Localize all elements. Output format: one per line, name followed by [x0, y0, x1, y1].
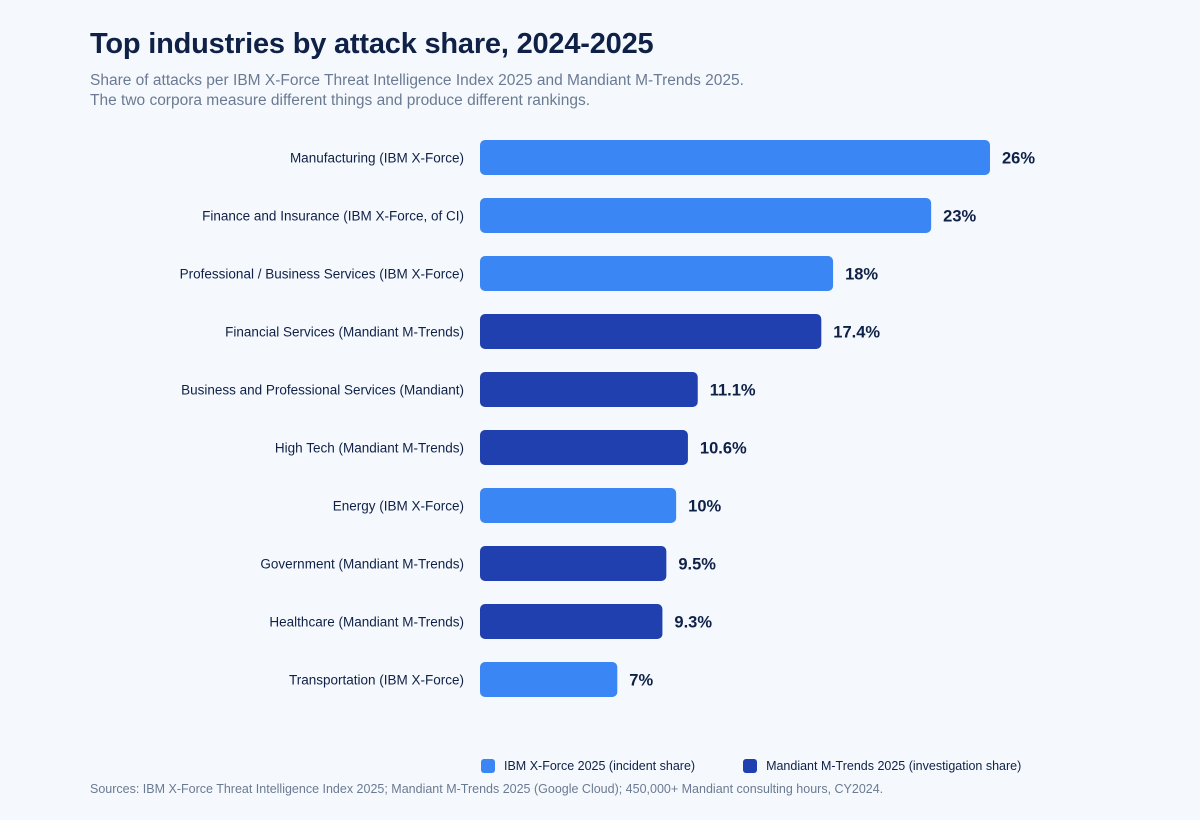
bar-business-and-professional-services-mandiant — [480, 372, 698, 407]
value-label-manufacturing-ibm-x-force: 26% — [1002, 150, 1035, 168]
value-label-government-mandiant-m-trends: 9.5% — [678, 556, 716, 574]
legend-swatch-mandiant — [743, 759, 758, 773]
bar-government-mandiant-m-trends — [480, 546, 667, 581]
category-label-financial-services-mandiant-m-trends: Financial Services (Mandiant M-Trends) — [225, 325, 464, 340]
category-label-business-and-professional-services-mandiant: Business and Professional Services (Mand… — [181, 383, 464, 398]
bar-manufacturing-ibm-x-force — [480, 140, 990, 175]
bar-group-financial-services-mandiant-m-trends: Financial Services (Mandiant M-Trends) 17… — [225, 314, 880, 349]
bar-transportation-ibm-x-force — [480, 662, 618, 697]
value-label-transportation-ibm-x-force: 7% — [629, 672, 653, 690]
subtitle-line-2: The two corpora measure different things… — [90, 92, 591, 109]
legend-label-ibm: IBM X-Force 2025 (incident share) — [504, 759, 696, 773]
bar-group-business-and-professional-services-mandiant: Business and Professional Services (Mand… — [181, 372, 756, 407]
category-label-transportation-ibm-x-force: Transportation (IBM X-Force) — [289, 673, 464, 688]
value-label-financial-services-mandiant-m-trends: 17.4% — [833, 324, 880, 342]
bar-professional-business-services-ibm-x-force — [480, 256, 834, 291]
chart-legend: IBM X-Force 2025 (incident share) Mandia… — [481, 759, 1069, 773]
bar-healthcare-mandiant-m-trends — [480, 604, 663, 639]
chart-title: Top industries by attack share, 2024-202… — [90, 28, 654, 60]
value-label-finance-and-insurance-ibm-x-force-of-ci: 23% — [943, 208, 976, 226]
bar-group-manufacturing-ibm-x-force: Manufacturing (IBM X-Force) 26% — [290, 140, 1035, 175]
category-label-finance-and-insurance-ibm-x-force-of-ci: Finance and Insurance (IBM X-Force, of C… — [202, 209, 464, 224]
source-note: Sources: IBM X-Force Threat Intelligence… — [90, 782, 884, 796]
bar-group-energy-ibm-x-force: Energy (IBM X-Force) 10% — [333, 488, 722, 523]
category-label-government-mandiant-m-trends: Government (Mandiant M-Trends) — [260, 557, 464, 572]
bar-chart: Manufacturing (IBM X-Force) 26% Finance an… — [180, 140, 1035, 697]
value-label-high-tech-mandiant-m-trends: 10.6% — [700, 440, 747, 458]
bar-high-tech-mandiant-m-trends — [480, 430, 688, 465]
bar-group-transportation-ibm-x-force: Transportation (IBM X-Force) 7% — [289, 662, 653, 697]
bar-group-high-tech-mandiant-m-trends: High Tech (Mandiant M-Trends) 10.6% — [275, 430, 747, 465]
bar-finance-and-insurance-ibm-x-force-of-ci — [480, 198, 932, 233]
value-label-business-and-professional-services-mandiant: 11.1% — [710, 382, 756, 400]
legend-swatch-ibm — [481, 759, 495, 773]
legend-item-mandiant: Mandiant M-Trends 2025 (investigation sh… — [743, 759, 1021, 773]
category-label-professional-business-services-ibm-x-force: Professional / Business Services (IBM X-… — [180, 267, 464, 282]
value-label-healthcare-mandiant-m-trends: 9.3% — [674, 614, 712, 632]
chart-subtitle: Share of attacks per IBM X-Force Threat … — [90, 71, 990, 111]
legend-label-mandiant: Mandiant M-Trends 2025 (investigation sh… — [766, 759, 1022, 773]
bar-energy-ibm-x-force — [480, 488, 677, 523]
bar-group-healthcare-mandiant-m-trends: Healthcare (Mandiant M-Trends) 9.3% — [269, 604, 712, 639]
bar-financial-services-mandiant-m-trends — [480, 314, 822, 349]
bar-group-government-mandiant-m-trends: Government (Mandiant M-Trends) 9.5% — [260, 546, 716, 581]
category-label-high-tech-mandiant-m-trends: High Tech (Mandiant M-Trends) — [275, 441, 464, 456]
subtitle-line-1: Share of attacks per IBM X-Force Threat … — [90, 72, 744, 89]
value-label-professional-business-services-ibm-x-force: 18% — [845, 266, 878, 284]
value-label-energy-ibm-x-force: 10% — [688, 498, 721, 516]
category-label-energy-ibm-x-force: Energy (IBM X-Force) — [333, 499, 464, 514]
bar-group-professional-business-services-ibm-x-force: Professional / Business Services (IBM X-… — [180, 256, 878, 291]
bar-group-finance-and-insurance-ibm-x-force-of-ci: Finance and Insurance (IBM X-Force, of C… — [202, 198, 977, 233]
legend-item-ibm: IBM X-Force 2025 (incident share) — [481, 759, 695, 773]
category-label-healthcare-mandiant-m-trends: Healthcare (Mandiant M-Trends) — [269, 615, 464, 630]
category-label-manufacturing-ibm-x-force: Manufacturing (IBM X-Force) — [290, 151, 464, 166]
